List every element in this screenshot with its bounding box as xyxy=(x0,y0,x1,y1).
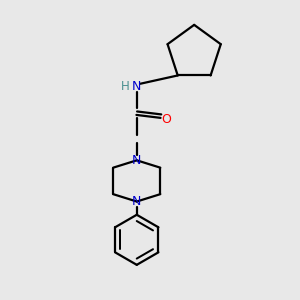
Text: O: O xyxy=(161,112,171,126)
Text: N: N xyxy=(132,154,141,167)
Text: H: H xyxy=(121,80,130,93)
Text: N: N xyxy=(132,80,141,93)
Text: N: N xyxy=(132,195,141,208)
